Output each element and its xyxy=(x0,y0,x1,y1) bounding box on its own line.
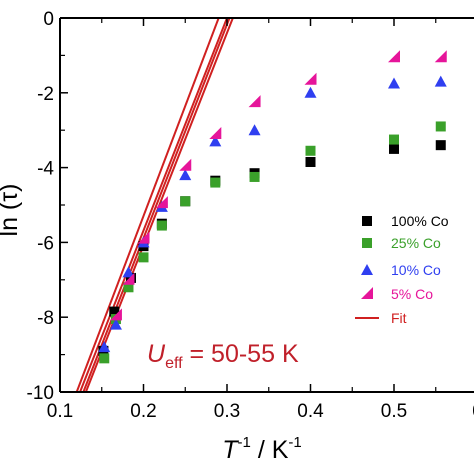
legend-marker xyxy=(362,216,372,226)
legend-label: 25% Co xyxy=(391,235,441,251)
data-points xyxy=(98,50,447,364)
data-point xyxy=(122,266,135,278)
data-point xyxy=(434,50,447,63)
legend-marker xyxy=(361,287,373,299)
data-point xyxy=(209,126,222,139)
annotation-value: = 50-55 K xyxy=(183,340,299,368)
data-point xyxy=(179,158,192,171)
x-tick-label: 0.5 xyxy=(381,401,407,422)
x-axis-title-exponent-2: -1 xyxy=(288,434,301,451)
data-point xyxy=(109,306,120,317)
legend-label: 5% Co xyxy=(391,286,433,302)
x-tick-label: 0.3 xyxy=(214,401,240,422)
y-tick-label: -8 xyxy=(37,308,54,329)
data-point xyxy=(388,50,400,63)
data-point xyxy=(248,124,261,136)
data-point xyxy=(123,282,134,293)
annotation-symbol: U xyxy=(147,340,166,368)
data-point xyxy=(109,318,122,330)
annotation-subscript: eff xyxy=(165,355,183,372)
data-point xyxy=(435,140,446,151)
x-tick-label: 0 xyxy=(472,401,474,422)
x-tick-label: 0.2 xyxy=(130,401,156,422)
data-point xyxy=(389,143,399,154)
fit-line xyxy=(79,18,228,392)
data-point xyxy=(249,171,260,182)
data-point xyxy=(305,145,316,156)
axis-ticks: 0.1 0.2 0.3 0.4 0.5 0 0 -2 -4 -6 -8 -10 xyxy=(27,9,474,422)
data-point xyxy=(155,196,168,209)
axes-frame xyxy=(59,17,474,393)
legend-item: 25% Co xyxy=(362,235,441,251)
x-tick-label: 0.1 xyxy=(47,401,73,422)
data-point xyxy=(109,308,122,321)
data-point xyxy=(156,220,167,231)
data-point xyxy=(137,231,150,244)
data-point xyxy=(209,135,222,147)
data-point xyxy=(179,169,192,181)
legend-label: 10% Co xyxy=(391,262,441,278)
data-point xyxy=(304,86,317,98)
fit-lines xyxy=(75,18,234,392)
legend-item: Fit xyxy=(355,310,407,326)
legend-marker xyxy=(361,264,373,275)
legend-item: 10% Co xyxy=(361,262,441,278)
legend: 100% Co 25% Co 10% Co 5% Co Fit xyxy=(355,213,449,326)
data-point xyxy=(122,272,135,285)
data-point xyxy=(388,77,400,89)
data-point xyxy=(99,353,110,364)
x-axis-title: T-1 / K-1 xyxy=(222,434,301,464)
y-tick-label: -2 xyxy=(37,84,54,105)
legend-marker xyxy=(362,238,372,248)
legend-label: Fit xyxy=(391,310,407,326)
data-point xyxy=(435,121,446,132)
data-point xyxy=(210,177,221,188)
fit-line xyxy=(82,18,231,392)
data-point xyxy=(389,134,399,145)
y-axis-title-text: ln (τ) xyxy=(0,184,23,237)
data-point xyxy=(304,72,317,85)
legend-item: 5% Co xyxy=(361,286,433,302)
y-tick-label: -4 xyxy=(37,159,54,180)
x-axis-title-symbol: T xyxy=(222,436,239,464)
data-point xyxy=(434,75,447,87)
y-tick-label: -10 xyxy=(27,383,54,404)
legend-label: 100% Co xyxy=(391,213,449,229)
legend-item: 100% Co xyxy=(362,213,449,229)
x-tick-label: 0.4 xyxy=(297,401,324,422)
data-point xyxy=(305,156,316,167)
y-tick-label: -6 xyxy=(37,233,54,254)
data-point xyxy=(180,196,191,207)
y-axis-title: ln (τ) xyxy=(0,184,23,237)
data-point xyxy=(98,341,111,353)
data-point xyxy=(138,252,149,263)
x-axis-title-unit: / K xyxy=(251,436,289,464)
fit-line xyxy=(75,18,220,392)
annotation-ueff: Ueff = 50-55 K xyxy=(147,340,299,372)
x-axis-title-exponent-1: -1 xyxy=(238,434,251,451)
data-point xyxy=(248,95,261,108)
y-tick-label: 0 xyxy=(43,9,54,30)
